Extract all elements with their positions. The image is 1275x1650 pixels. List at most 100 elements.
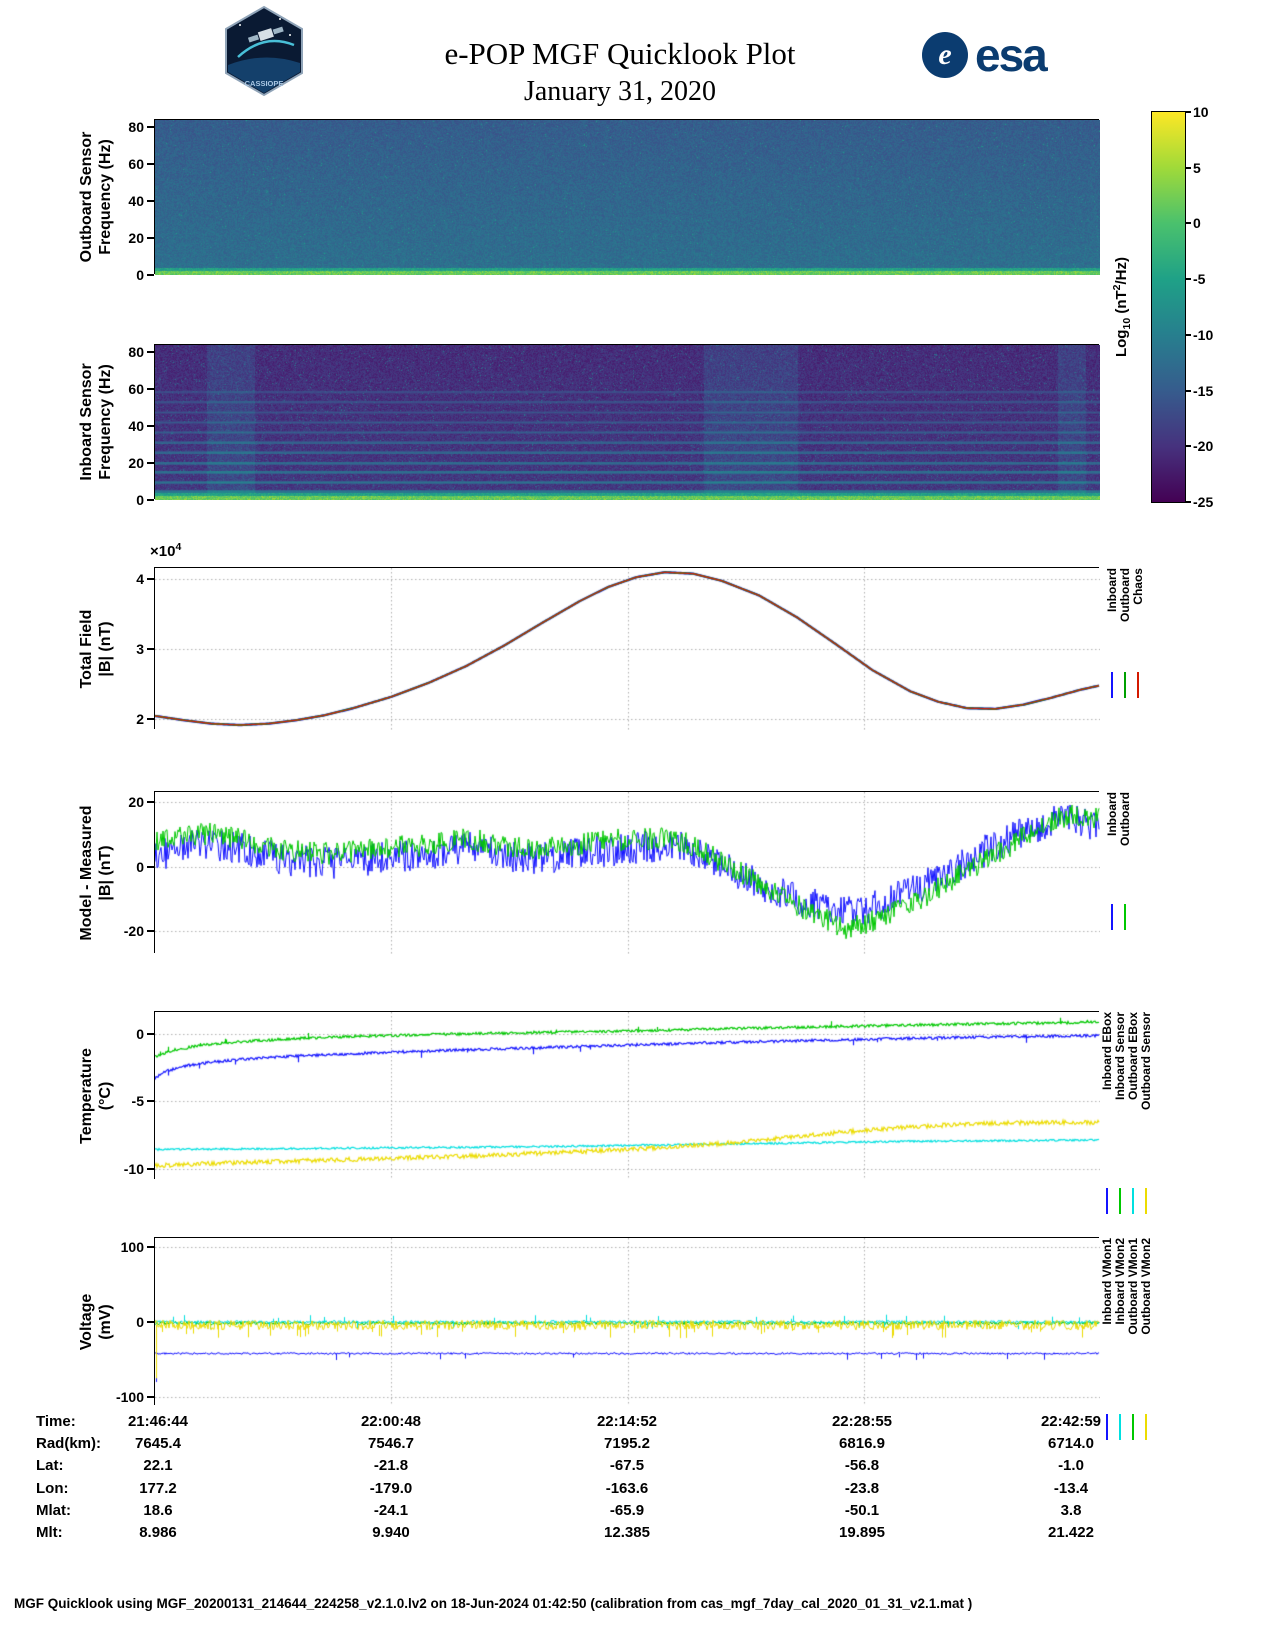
page-date: January 31, 2020 — [523, 76, 717, 107]
info-row-label: Mlat: — [36, 1501, 71, 1519]
outboard-spectrogram-canvas — [155, 120, 1100, 275]
colorbar-tick-label: -20 — [1193, 438, 1214, 455]
total-field-ylabel-line1: Total Field — [78, 609, 95, 689]
colorbar-tick-label: 10 — [1193, 104, 1209, 120]
esa-emblem-letter: e — [938, 38, 952, 71]
info-value: 22:28:55 — [831, 1413, 893, 1430]
info-value: 21.422 — [1048, 1524, 1094, 1541]
info-value: -50.1 — [844, 1501, 880, 1519]
info-value: -67.5 — [609, 1457, 645, 1475]
info-row-label: Lon: — [36, 1479, 69, 1497]
y-tick-mark — [147, 499, 154, 501]
info-value: 7195.2 — [604, 1435, 650, 1453]
info-value: 6714.0 — [1048, 1435, 1094, 1453]
y-tick-mark — [147, 800, 154, 803]
legend-label: Outboard VMon2 — [1139, 1238, 1153, 1335]
legend-mark — [1119, 1188, 1121, 1214]
legend-mark — [1111, 904, 1113, 930]
outboard-ylabel-line1: Outboard Sensor — [78, 131, 95, 263]
info-value: 9.940 — [372, 1524, 410, 1541]
temperature-canvas — [155, 1012, 1100, 1180]
y-tick-mark — [147, 1032, 154, 1035]
y-tick-mark — [147, 126, 154, 129]
y-tick-label: 40 — [128, 193, 144, 210]
voltage-ylabel-line1: Voltage — [78, 1293, 95, 1351]
y-tick-label: 3 — [136, 641, 144, 657]
cassiope-logo-satellite — [247, 26, 284, 43]
legend-mark — [1124, 904, 1126, 930]
y-tick-mark — [147, 865, 154, 868]
y-tick-label: 80 — [128, 344, 144, 361]
legend-mark — [1145, 1188, 1147, 1214]
colorbar-tick-label: 5 — [1193, 159, 1201, 176]
info-value: -56.8 — [844, 1457, 880, 1475]
legend-mark — [1124, 672, 1126, 698]
colorbar-tick-mark — [1186, 222, 1191, 225]
total-field-exp-prefix: ×10 — [150, 543, 176, 560]
footer-note: MGF Quicklook using MGF_20200131_214644_… — [14, 1596, 973, 1611]
info-value: 6816.9 — [839, 1435, 885, 1453]
colorbar-tick-mark — [1186, 166, 1191, 169]
info-row-label: Time: — [36, 1413, 76, 1430]
colorbar-tick-mark — [1186, 501, 1191, 503]
y-tick-label: 0 — [136, 492, 144, 508]
total-field-exponent: ×104 — [150, 541, 181, 560]
info-value: 19.895 — [839, 1524, 885, 1541]
legend-label: Outboard Sensor — [1139, 1012, 1153, 1111]
colorbar-label-suffix: /Hz) — [1113, 256, 1130, 285]
info-value: -24.1 — [373, 1501, 409, 1519]
colorbar — [1151, 111, 1186, 503]
y-tick-mark — [147, 577, 154, 580]
legend-mark — [1119, 1414, 1121, 1440]
esa-logo-emblem: e — [922, 32, 968, 78]
temperature-panel — [154, 1011, 1100, 1180]
y-tick-mark — [147, 237, 154, 240]
y-tick-mark — [147, 462, 154, 465]
info-value: 12.385 — [604, 1524, 650, 1541]
info-row-label: Mlt: — [36, 1524, 63, 1541]
inboard-spectrogram-canvas — [155, 345, 1100, 500]
legend-mark — [1106, 1414, 1108, 1440]
y-tick-label: 0 — [136, 1314, 144, 1330]
info-value: 8.986 — [139, 1524, 177, 1541]
y-tick-label: 2 — [136, 711, 144, 728]
colorbar-label-mid: (nT — [1113, 290, 1130, 318]
total-field-panel — [154, 567, 1100, 730]
model-measured-panel — [154, 791, 1100, 954]
info-value: 22:00:48 — [360, 1413, 422, 1430]
y-tick-label: 4 — [136, 570, 144, 587]
colorbar-tick-label: 0 — [1193, 215, 1201, 232]
legend-label: Chaos — [1131, 568, 1145, 605]
cassiope-logo-text: CASSIOPE — [245, 79, 284, 88]
info-value: 7546.7 — [368, 1435, 414, 1453]
y-tick-label: 60 — [128, 381, 144, 398]
model-measured-canvas — [155, 792, 1100, 954]
y-tick-label: 0 — [136, 267, 144, 283]
outboard-spectrogram-panel — [154, 119, 1100, 275]
colorbar-label-prefix: Log — [1113, 329, 1130, 358]
colorbar-tick-label: -15 — [1193, 382, 1214, 399]
inboard-spectrogram-panel — [154, 344, 1100, 500]
cassiope-logo: CASSIOPE — [225, 5, 303, 97]
colorbar-tick-mark — [1186, 278, 1191, 281]
total-field-canvas — [155, 568, 1100, 730]
info-value: -163.6 — [605, 1479, 649, 1497]
colorbar-tick-mark — [1186, 389, 1191, 392]
esa-logo: e esa — [922, 28, 1048, 82]
y-tick-mark — [147, 1246, 154, 1248]
y-tick-mark — [147, 200, 154, 203]
y-tick-label: -100 — [115, 1389, 144, 1405]
y-tick-label: 20 — [128, 455, 144, 472]
info-value: -179.0 — [369, 1479, 413, 1497]
colorbar-tick-mark — [1186, 111, 1191, 113]
y-tick-mark — [147, 930, 154, 933]
y-tick-mark — [147, 163, 154, 166]
cassiope-logo-swoosh — [237, 39, 295, 58]
colorbar-gradient — [1152, 112, 1185, 502]
voltage-canvas — [155, 1238, 1100, 1406]
y-tick-mark — [147, 351, 154, 354]
y-tick-label: 0 — [136, 1025, 144, 1042]
voltage-panel — [154, 1237, 1100, 1406]
legend-mark — [1106, 1188, 1108, 1214]
cassiope-logo-earth — [228, 57, 300, 93]
